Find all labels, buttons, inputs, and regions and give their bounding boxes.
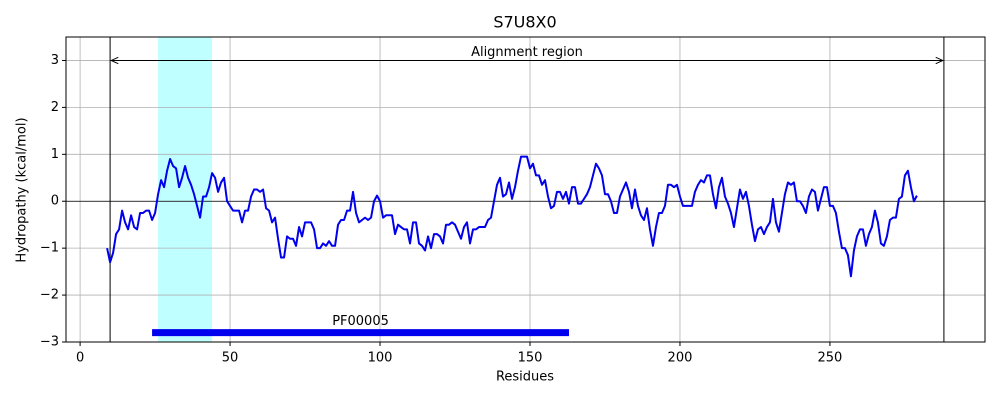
y-tick-label: −2 bbox=[40, 288, 59, 303]
domain-label: PF00005 bbox=[332, 314, 389, 329]
y-tick-label: 1 bbox=[51, 147, 59, 162]
annotation-label: Alignment region bbox=[471, 45, 583, 60]
hydropathy-line bbox=[106, 155, 918, 278]
x-tick-label: 100 bbox=[368, 351, 393, 366]
y-axis-label: Hydropathy (kcal/mol) bbox=[15, 117, 30, 262]
chart-title: S7U8X0 bbox=[493, 13, 556, 32]
y-tick-label: 3 bbox=[51, 53, 59, 68]
x-tick-label: 200 bbox=[668, 351, 693, 366]
y-tick-label: 2 bbox=[51, 100, 59, 115]
y-tick-label: −1 bbox=[40, 241, 59, 256]
y-tick-label: 0 bbox=[51, 194, 59, 209]
highlight-span bbox=[158, 37, 213, 342]
x-tick-label: 250 bbox=[818, 351, 843, 366]
x-tick-label: 0 bbox=[76, 351, 84, 366]
x-tick-label: 150 bbox=[518, 351, 543, 366]
plot-frame bbox=[65, 36, 986, 343]
y-tick-label: −3 bbox=[40, 335, 59, 350]
x-tick-label: 50 bbox=[222, 351, 239, 366]
x-axis-label: Residues bbox=[496, 370, 554, 385]
